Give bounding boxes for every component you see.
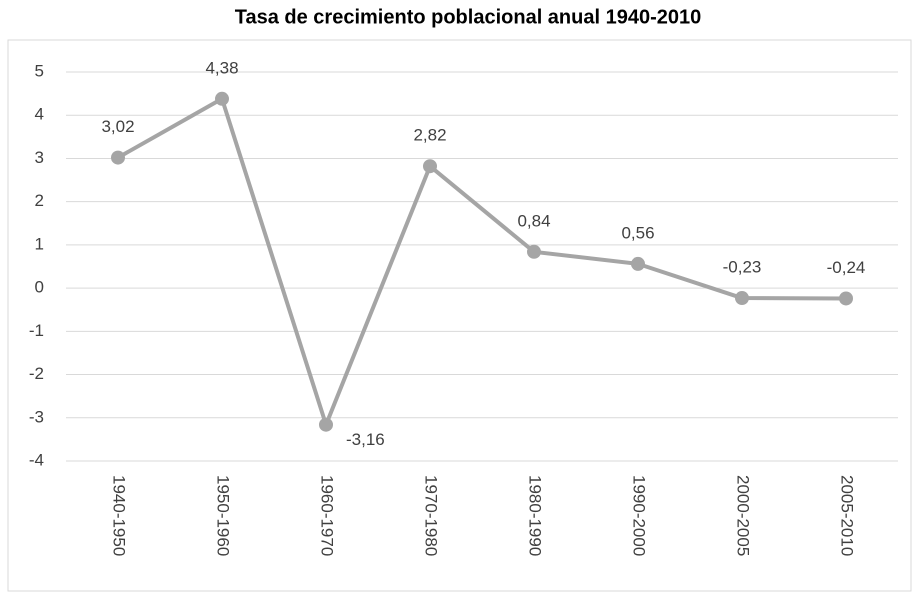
y-tick-label: 0 (35, 278, 44, 297)
y-tick-label: -1 (29, 321, 44, 340)
y-tick-label: -4 (29, 450, 44, 469)
marker (527, 244, 541, 259)
y-tick-label: -2 (29, 364, 44, 383)
x-tick-label: 2000-2005 (734, 475, 753, 556)
y-tick-label: 3 (35, 148, 44, 167)
chart-border (7, 39, 912, 592)
marker (631, 256, 645, 271)
data-label: 0,56 (621, 223, 654, 242)
line (117, 96, 847, 427)
marker (423, 159, 437, 174)
marker (735, 291, 749, 306)
marker (111, 150, 125, 165)
x-tick-label: 2005-2010 (838, 475, 857, 556)
data-label: -3,16 (346, 430, 385, 449)
marker (839, 291, 853, 306)
y-tick-label: 1 (35, 234, 44, 253)
x-tick-label: 1980-1990 (526, 475, 545, 556)
y-tick-label: 5 (35, 61, 44, 80)
marker (319, 417, 333, 432)
data-label: -0,23 (723, 258, 762, 277)
marker (215, 91, 229, 106)
data-label: -0,24 (827, 258, 866, 277)
y-tick-label: 2 (35, 191, 44, 210)
x-tick-label: 1960-1970 (318, 475, 337, 556)
data-label: 2,82 (413, 126, 446, 145)
data-label: 3,02 (101, 117, 134, 136)
x-tick-label: 1990-2000 (630, 475, 649, 556)
data-label: 0,84 (517, 211, 550, 230)
x-tick-label: 1970-1980 (422, 475, 441, 556)
y-tick-label: 4 (35, 105, 44, 124)
x-tick-label: 1940-1950 (110, 475, 129, 556)
data-label: 4,38 (205, 58, 238, 77)
x-tick-label: 1950-1960 (214, 475, 233, 556)
y-tick-label: -3 (29, 407, 44, 426)
chart-title: Tasa de crecimiento poblacional anual 19… (235, 6, 702, 28)
